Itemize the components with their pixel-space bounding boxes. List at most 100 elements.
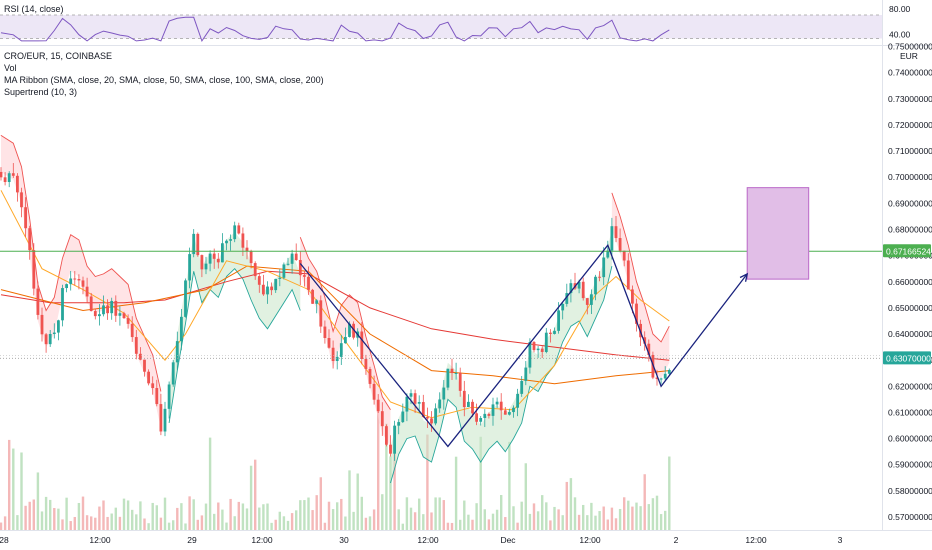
candle-body (89, 296, 93, 312)
volume-bar (167, 522, 171, 530)
candle-body (585, 298, 589, 305)
candle-body (561, 303, 565, 311)
candle-body (85, 286, 89, 297)
time-tick-label: 2 (674, 535, 679, 545)
candle-body (319, 300, 323, 327)
price-tick-label: 0.66000000 (888, 277, 932, 287)
candle-body (475, 413, 478, 422)
candle-body (32, 250, 36, 289)
volume-bar (254, 459, 257, 530)
candle-body (188, 254, 191, 281)
volume-bar (44, 496, 48, 530)
candle-body (229, 239, 232, 241)
volume-bar (311, 510, 314, 530)
candle-body (581, 281, 585, 299)
candle-body (352, 323, 355, 338)
price-tick-label: 0.65000000 (888, 303, 932, 313)
candle-body (130, 323, 134, 338)
volume-bar (405, 497, 409, 530)
candle-body (282, 264, 286, 278)
time-tick-label: 12:00 (745, 535, 767, 545)
candle-body (663, 373, 667, 379)
volume-bar (508, 441, 511, 530)
volume-bar (459, 519, 462, 530)
volume-bar (192, 499, 195, 530)
candle-body (491, 404, 495, 416)
volume-bar (422, 514, 425, 530)
price-tick-label: 0.74000000 (888, 68, 932, 78)
price-tick-label: 0.59000000 (888, 460, 932, 470)
supertrend-up-area (169, 232, 301, 423)
candle-body (413, 393, 417, 404)
volume-bar (471, 519, 474, 530)
volume-bar (385, 423, 388, 530)
volume-bar (319, 477, 322, 530)
candle-body (7, 173, 11, 183)
candle-body (266, 286, 269, 295)
time-axis: 28 12:00 29 12:00 30 12:00 Dec 12:00 2 12:00 3 (0, 535, 843, 545)
candle-body (549, 332, 552, 334)
candle-body (270, 286, 273, 291)
volume-bar (0, 522, 3, 530)
candle-body (557, 310, 560, 331)
price-tick-label: 0.70000000 (888, 172, 932, 182)
supertrend-down-area (1, 135, 161, 429)
volume-bar (36, 472, 40, 530)
volume-bar (327, 501, 331, 530)
target-box (746, 187, 810, 280)
volume-bar (356, 473, 359, 530)
volume-bar (114, 507, 117, 530)
volume-bar (274, 519, 277, 530)
volume-bar (344, 516, 347, 530)
candle-body (0, 171, 3, 178)
candle-body (151, 383, 155, 389)
candle-body (483, 413, 487, 419)
price-tick-label: 0.75000000 (888, 42, 932, 52)
candle-body (647, 343, 651, 355)
volume-bar (151, 502, 154, 530)
supertrend-down-line (0, 135, 162, 392)
candle-body (163, 408, 167, 432)
candle-body (175, 341, 179, 363)
volume-bar (368, 516, 372, 530)
volume-bar (409, 507, 413, 530)
volume-bar (664, 510, 667, 530)
volume-bar (491, 513, 495, 530)
volume-bar (241, 503, 245, 530)
volume-bar (32, 499, 35, 530)
pattern-arrowhead (739, 272, 749, 282)
candle-body (323, 326, 327, 339)
volume-bar (577, 514, 581, 530)
volume-bar (381, 494, 384, 530)
volume-bar (659, 514, 663, 530)
supertrend-up-area (390, 229, 612, 483)
volume-bar (188, 496, 191, 530)
price-tick-label: 0.58000000 (888, 486, 932, 496)
rsi-line (0, 16, 670, 43)
candle-body (553, 330, 556, 334)
price-tick-label: 0.68000000 (888, 224, 932, 234)
volume-bar (28, 501, 31, 530)
volume-bar (483, 509, 486, 530)
volume-bar (541, 495, 544, 530)
last-price-tag-bg (883, 351, 931, 365)
volume-bar (163, 497, 167, 530)
candle-body (52, 332, 56, 334)
volume-bar (24, 505, 27, 530)
candle-body (44, 334, 48, 345)
volume-bar (196, 519, 199, 530)
volume-bar (16, 515, 19, 530)
volume-bar (442, 500, 445, 530)
candle-body (106, 305, 109, 314)
candle-body (40, 314, 44, 335)
candle-body (339, 343, 343, 357)
candle-body (3, 177, 7, 183)
candle-body (118, 313, 122, 316)
time-tick-label: 12:00 (89, 535, 111, 545)
volume-bar (450, 522, 454, 530)
volume-bar (348, 470, 351, 530)
volume-bar (602, 506, 605, 530)
candle-body (196, 233, 200, 256)
volume-bar (217, 502, 220, 530)
